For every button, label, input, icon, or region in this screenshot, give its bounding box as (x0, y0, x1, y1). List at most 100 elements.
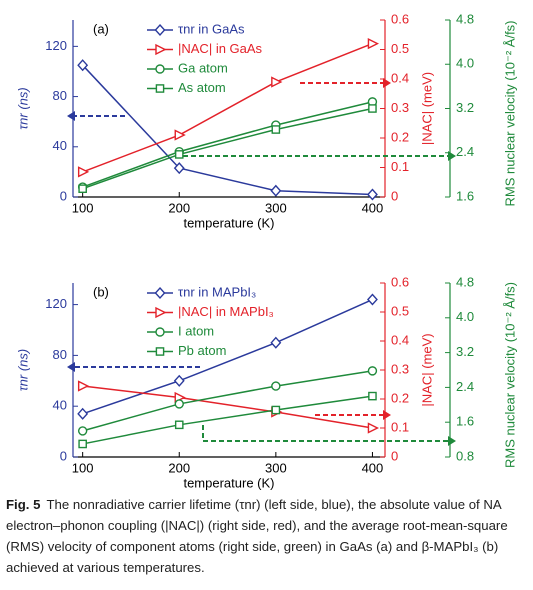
marker (367, 37, 380, 50)
y-tick-label: 0 (60, 448, 67, 463)
caption-label: Fig. 5 (6, 497, 41, 512)
marker (270, 336, 282, 349)
y2-axis-label: |NAC| (meV) (419, 333, 434, 406)
marker (271, 76, 283, 88)
y2-tick-label: 0.3 (391, 100, 409, 115)
y2-tick-label: 0.5 (391, 41, 409, 56)
marker (155, 327, 165, 337)
series-line (82, 64, 373, 196)
marker (174, 399, 184, 409)
y3-tick-label: 3.2 (456, 100, 474, 115)
arrow-head (383, 78, 391, 88)
caption: Fig. 5 The nonradiative carrier lifetime … (6, 494, 526, 578)
marker (155, 84, 165, 93)
marker (174, 420, 184, 430)
y2-tick-label: 0.6 (391, 274, 409, 289)
x-tick-label: 400 (362, 460, 384, 475)
y2-tick-label: 0.4 (391, 332, 409, 347)
x-tick-label: 200 (168, 200, 190, 215)
marker (155, 347, 165, 356)
legend-label: Pb atom (178, 343, 226, 358)
x-tick-label: 300 (265, 460, 287, 475)
y3-tick-label: 1.6 (456, 188, 474, 203)
y2-tick-label: 0.6 (391, 11, 409, 26)
marker (155, 64, 165, 74)
marker (173, 374, 185, 387)
marker (78, 184, 87, 194)
arrow-head (67, 111, 75, 121)
y2-tick-label: 0 (391, 448, 398, 463)
series-line (82, 395, 373, 445)
y3-tick-label: 3.2 (456, 344, 474, 359)
y3-tick-label: 2.4 (456, 144, 474, 159)
legend-label: |NAC| in MAPbI₃ (178, 304, 274, 319)
y3-axis-label: RMS nuclear velocity (10⁻² Å/fs) (502, 20, 517, 206)
marker (367, 293, 378, 306)
series-line (82, 107, 373, 190)
marker (270, 184, 282, 197)
y-tick-label: 40 (53, 398, 67, 413)
marker (368, 391, 377, 401)
marker (368, 104, 377, 113)
series-line (82, 42, 373, 173)
legend-label: I atom (178, 323, 214, 338)
marker (271, 125, 281, 134)
arrow-head (67, 362, 75, 372)
y2-tick-label: 0.3 (391, 361, 409, 376)
legend-label: τnr in MAPbI₃ (178, 284, 256, 299)
marker (77, 380, 90, 392)
marker (174, 150, 184, 159)
y3-tick-label: 4.8 (456, 11, 474, 26)
y2-tick-label: 0.1 (391, 159, 409, 174)
legend-label: τnr in GaAs (178, 21, 245, 36)
x-tick-label: 400 (362, 200, 384, 215)
marker (77, 426, 88, 436)
y2-tick-label: 0.2 (391, 390, 409, 405)
arrow-head (448, 436, 456, 446)
y2-tick-label: 0.4 (391, 70, 409, 85)
y-tick-label: 120 (45, 38, 67, 53)
marker (271, 381, 281, 391)
guide-arrow (202, 425, 448, 442)
series-line (82, 298, 373, 415)
y3-tick-label: 0.8 (456, 448, 474, 463)
legend-label: Ga atom (178, 60, 228, 75)
marker (271, 405, 281, 415)
x-tick-label: 200 (168, 460, 190, 475)
y3-tick-label: 4.0 (456, 309, 474, 324)
x-tick-label: 300 (265, 200, 287, 215)
marker (155, 306, 167, 319)
y2-tick-label: 0 (391, 188, 398, 203)
figure: 100 200 300 400 0 40 80 120 0 0.1 0.2 0.3 0.4 0.5 0.6 1… (15, 11, 517, 490)
y2-axis-label: |NAC| (meV) (419, 72, 434, 145)
y-tick-label: 80 (53, 347, 67, 362)
y3-tick-label: 4.0 (456, 56, 474, 71)
marker (367, 366, 378, 376)
panel-label: (b) (93, 284, 109, 299)
marker (77, 166, 90, 178)
marker (77, 59, 89, 72)
y3-tick-label: 2.4 (456, 379, 474, 394)
legend-label: As atom (178, 80, 226, 95)
marker (77, 407, 89, 420)
x-axis-label: temperature (K) (183, 215, 274, 230)
panel-label: (a) (93, 21, 109, 36)
marker (173, 162, 185, 175)
series-line (82, 385, 373, 429)
y2-tick-label: 0.1 (391, 419, 409, 434)
x-tick-label: 100 (72, 460, 94, 475)
y-tick-label: 80 (53, 88, 67, 103)
marker (154, 286, 166, 300)
series-line (82, 370, 373, 432)
arrow-head (448, 151, 456, 161)
y2-tick-label: 0.5 (391, 303, 409, 318)
marker (174, 129, 186, 141)
marker (155, 43, 167, 56)
marker (367, 422, 380, 434)
y-axis-label: τnr (ns) (15, 87, 30, 129)
marker (78, 439, 87, 449)
x-axis-label: temperature (K) (183, 475, 274, 490)
y3-axis-label: RMS nuclear velocity (10⁻² Å/fs) (502, 282, 517, 468)
y3-tick-label: 1.6 (456, 414, 474, 429)
